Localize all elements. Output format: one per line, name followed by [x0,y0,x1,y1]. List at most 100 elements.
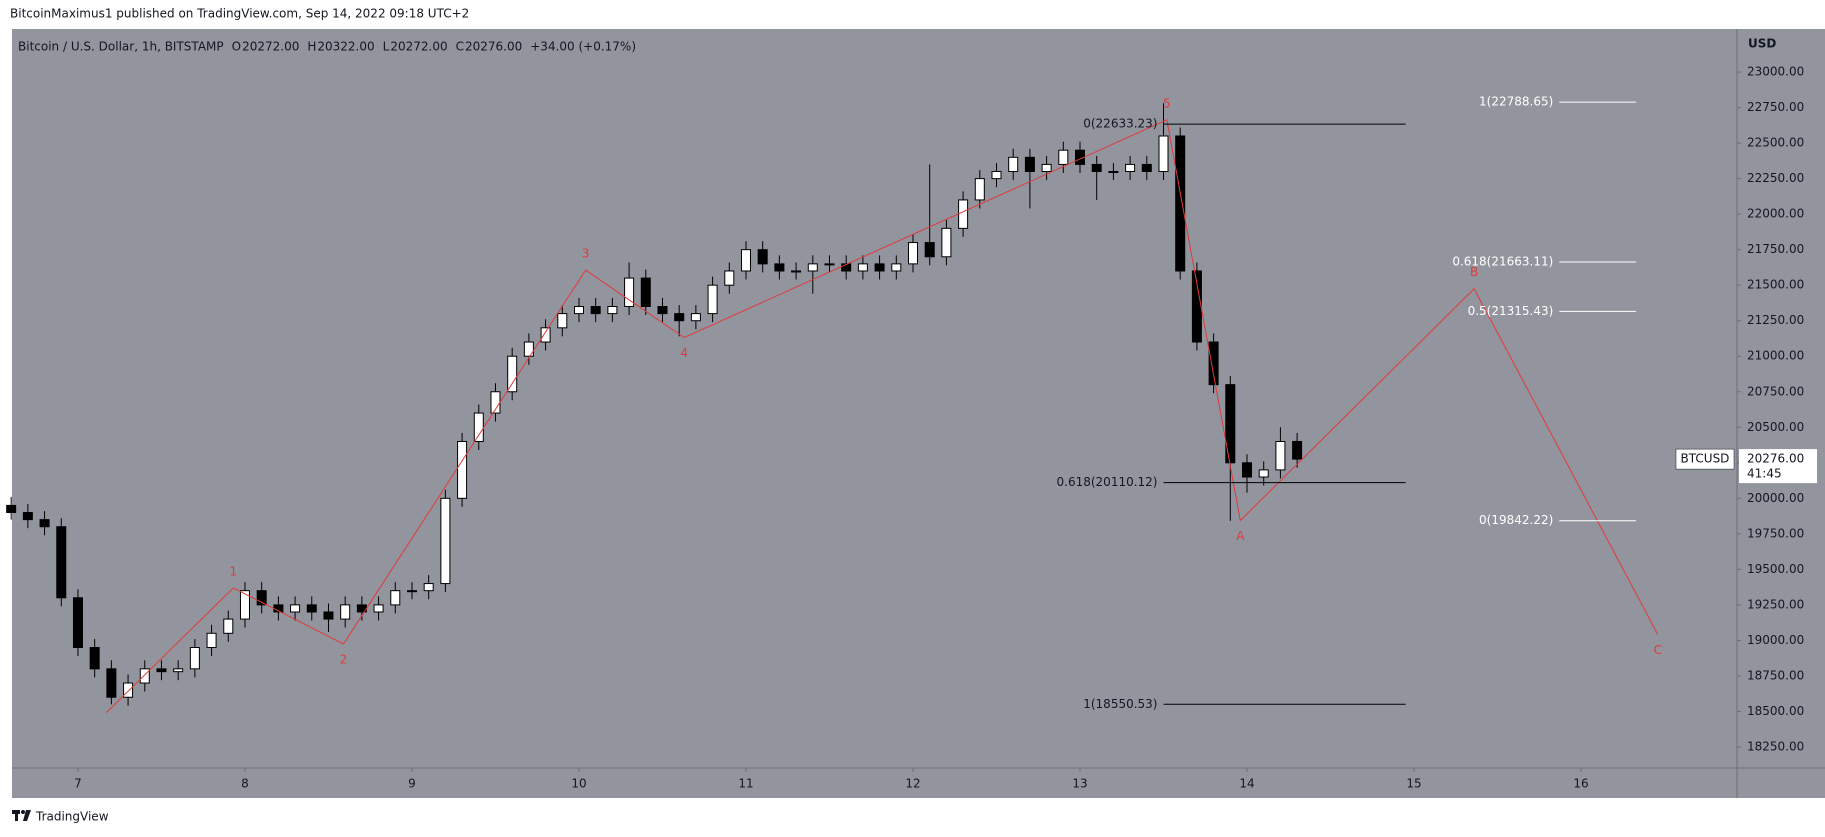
fib-label: 0.618(21663.11) [1452,255,1553,269]
x-tick-label: 15 [1406,777,1421,791]
candle-body [724,270,735,286]
x-tick-label: 8 [241,777,249,791]
candle-body [1258,469,1269,478]
candle-body [857,263,868,272]
candle-body [457,440,468,499]
candle-body [523,341,534,357]
y-tick-label: 21750.00 [1747,242,1804,256]
candle-body [223,618,234,634]
wave-label: 1 [229,564,237,578]
candle-body [807,263,818,272]
y-tick-label: 22000.00 [1747,207,1804,221]
wave-label: C [1654,643,1662,657]
candle-body [323,611,334,620]
publisher: BitcoinMaximus1 published on TradingView… [10,7,469,21]
wave-label: A [1236,529,1245,543]
y-tick-label: 21500.00 [1747,278,1804,292]
countdown: 41:45 [1747,467,1782,481]
candles [6,103,1303,706]
candle-body [891,263,902,272]
fib-label: 1(18550.53) [1083,697,1157,711]
candle-body [173,668,184,673]
x-tick-label: 7 [74,777,82,791]
y-axis-title: USD [1748,37,1776,51]
candle-body [991,171,1002,180]
candle-body [290,604,301,613]
x-tick-label: 12 [905,777,920,791]
candle-body [624,277,635,307]
candle-body [423,583,434,592]
x-tick-label: 10 [571,777,586,791]
wave-label: 2 [340,652,348,666]
fib-label: 0(19842.22) [1479,513,1553,527]
candle-body [690,313,701,322]
candle-body [156,668,167,673]
wave-label: 5 [1163,96,1171,110]
candle-body [106,668,117,698]
candle-body [6,504,17,514]
fib-label: 0.618(20110.12) [1057,475,1158,489]
candle-body [1008,156,1019,173]
y-tick-label: 18250.00 [1747,739,1804,753]
y-tick-label: 21000.00 [1747,349,1804,363]
fib-label: 1(22788.65) [1479,95,1553,109]
ohlc-value: 20272.00 [390,40,447,54]
candle-body [841,263,852,272]
y-tick-label: 22250.00 [1747,171,1804,185]
candle-body [39,519,50,528]
candle-body [1091,163,1102,173]
candle-body [373,604,384,613]
candle-body [1158,135,1169,173]
candle-body [206,632,217,649]
candle-body [707,284,718,315]
last-price-value: 20276.00 [1747,452,1804,466]
footer-brand: TradingView [35,810,109,824]
ohlc-key: L [383,40,390,54]
candle-body [1292,440,1303,460]
y-tick-label: 19000.00 [1747,633,1804,647]
wave-label: 4 [680,346,688,360]
candle-body [657,305,668,315]
candle-body [406,590,417,593]
candle-body [1024,156,1035,173]
candle-body [139,668,150,684]
candle-body [941,227,952,258]
last-price-tag-box [1675,448,1735,470]
candle-body [1208,341,1219,386]
candle-body [640,277,651,307]
candle-body [22,512,33,521]
candle-body [974,178,985,201]
candle-body [1141,163,1152,173]
candle-body [1108,171,1119,174]
y-tick-label: 20750.00 [1747,384,1804,398]
candle-body [590,305,601,315]
candle-body [674,313,685,322]
candle-body [774,263,785,272]
symbol: Bitcoin / U.S. Dollar, 1h, BITSTAMP [18,40,224,54]
x-tick-label: 13 [1072,777,1087,791]
ohlc-value: 20276.00 [465,40,522,54]
y-tick-label: 19750.00 [1747,526,1804,540]
candle-body [256,590,267,606]
candle-body [1058,149,1069,165]
wave-label: B [1470,265,1478,279]
candle-body [306,604,317,613]
y-tick-label: 22750.00 [1747,100,1804,114]
candle-body [540,327,551,343]
candle-body [1275,440,1286,471]
candle-body [924,242,935,258]
change: +34.00 (+0.17%) [530,40,636,54]
x-tick-label: 9 [408,777,416,791]
candle-body [1175,135,1186,272]
candle-body [239,590,250,620]
fib-label: 0.5(21315.43) [1468,304,1554,318]
y-tick-label: 19250.00 [1747,597,1804,611]
candle-body [1125,163,1136,173]
candle-body [740,249,751,272]
candle-body [1242,462,1253,478]
y-tick-label: 20500.00 [1747,420,1804,434]
last-price-box [1739,449,1817,484]
fib-label: 0(22633.23) [1083,117,1157,131]
candle-body [958,199,969,229]
